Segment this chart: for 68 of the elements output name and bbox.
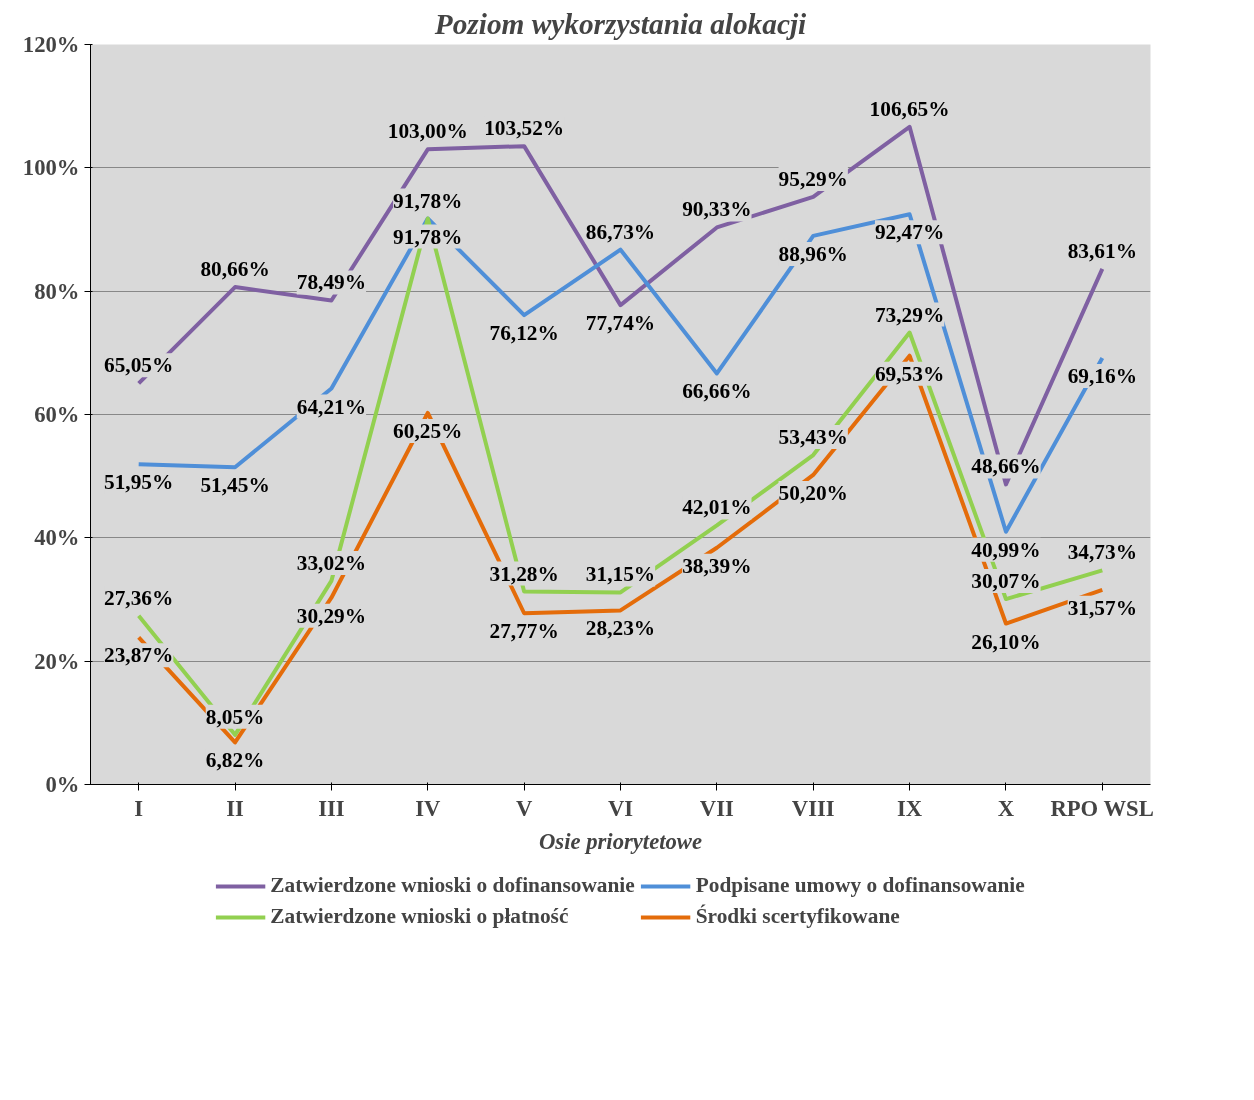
data-label: 51,45% bbox=[200, 473, 270, 498]
data-label: 48,66% bbox=[971, 454, 1041, 479]
data-label: 23,87% bbox=[104, 643, 174, 668]
data-label: 91,78% bbox=[393, 224, 463, 249]
data-label: 90,33% bbox=[682, 197, 752, 222]
data-label: 42,01% bbox=[682, 495, 752, 520]
data-label: 91,78% bbox=[393, 188, 463, 213]
data-label: 77,74% bbox=[585, 311, 656, 336]
data-label: 76,12% bbox=[489, 321, 559, 346]
data-label: 31,57% bbox=[1067, 595, 1137, 620]
x-tick-label: VII bbox=[699, 795, 735, 821]
data-label: 38,39% bbox=[682, 553, 752, 578]
y-tick-label: 0% bbox=[45, 772, 80, 797]
x-tick-label: IX bbox=[897, 795, 923, 821]
data-label: 31,15% bbox=[585, 562, 656, 587]
data-label: 64,21% bbox=[296, 394, 367, 419]
x-tick-label: II bbox=[226, 795, 245, 821]
data-label: 83,61% bbox=[1067, 238, 1137, 263]
data-label: 30,29% bbox=[296, 603, 367, 628]
y-tick-label: 100% bbox=[22, 155, 80, 181]
x-tick-label: VI bbox=[607, 795, 634, 821]
data-label: 33,02% bbox=[296, 550, 367, 575]
data-label: 86,73% bbox=[585, 219, 656, 244]
y-tick-label: 120% bbox=[22, 32, 80, 57]
y-tick-label: 40% bbox=[34, 525, 80, 551]
data-label: 66,66% bbox=[682, 379, 752, 404]
data-label: 106,65% bbox=[869, 96, 950, 121]
x-tick-label: V bbox=[515, 795, 533, 821]
legend-label: Zatwierdzone wnioski o płatność bbox=[270, 904, 569, 929]
data-label: 27,36% bbox=[104, 585, 174, 610]
x-tick-label: RPO WSL bbox=[1050, 795, 1154, 821]
data-label: 6,82% bbox=[205, 748, 265, 773]
y-tick-label: 20% bbox=[34, 648, 80, 674]
legend-label: Zatwierdzone wnioski o dofinansowanie bbox=[270, 873, 635, 898]
data-label: 65,05% bbox=[104, 353, 174, 378]
data-label: 95,29% bbox=[778, 166, 848, 191]
data-label: 78,49% bbox=[296, 270, 367, 295]
y-tick-label: 60% bbox=[34, 402, 80, 427]
data-label: 27,77% bbox=[489, 619, 559, 644]
x-tick-label: VIII bbox=[791, 795, 835, 821]
data-label: 31,28% bbox=[489, 561, 559, 586]
data-label: 26,10% bbox=[971, 629, 1041, 654]
data-label: 103,00% bbox=[387, 119, 468, 144]
x-tick-label: III bbox=[318, 795, 345, 821]
data-label: 69,16% bbox=[1067, 364, 1137, 389]
x-tick-label: I bbox=[134, 795, 144, 821]
y-tick-label: 80% bbox=[34, 278, 80, 304]
data-label: 34,73% bbox=[1067, 540, 1137, 565]
data-label: 30,07% bbox=[971, 569, 1041, 594]
chart-title: Poziom wykorzystania alokacji bbox=[433, 7, 808, 40]
data-label: 73,29% bbox=[874, 302, 945, 327]
data-label: 40,99% bbox=[971, 537, 1041, 562]
x-tick-label: X bbox=[997, 795, 1015, 821]
x-tick-label: IV bbox=[415, 795, 441, 821]
data-label: 51,95% bbox=[104, 470, 174, 495]
legend-label: Podpisane umowy o dofinansowanie bbox=[695, 873, 1025, 898]
data-label: 28,23% bbox=[585, 616, 656, 641]
x-axis-title: Osie priorytetowe bbox=[539, 828, 702, 854]
data-label: 69,53% bbox=[874, 361, 945, 386]
data-label: 8,05% bbox=[205, 704, 265, 729]
data-label: 92,47% bbox=[874, 220, 945, 245]
data-label: 103,52% bbox=[484, 116, 565, 141]
legend-label: Środki scertyfikowane bbox=[695, 904, 900, 929]
data-label: 80,66% bbox=[200, 257, 270, 282]
data-label: 53,43% bbox=[778, 425, 848, 450]
data-label: 50,20% bbox=[778, 480, 848, 505]
data-label: 60,25% bbox=[393, 418, 463, 443]
data-label: 88,96% bbox=[778, 241, 848, 266]
